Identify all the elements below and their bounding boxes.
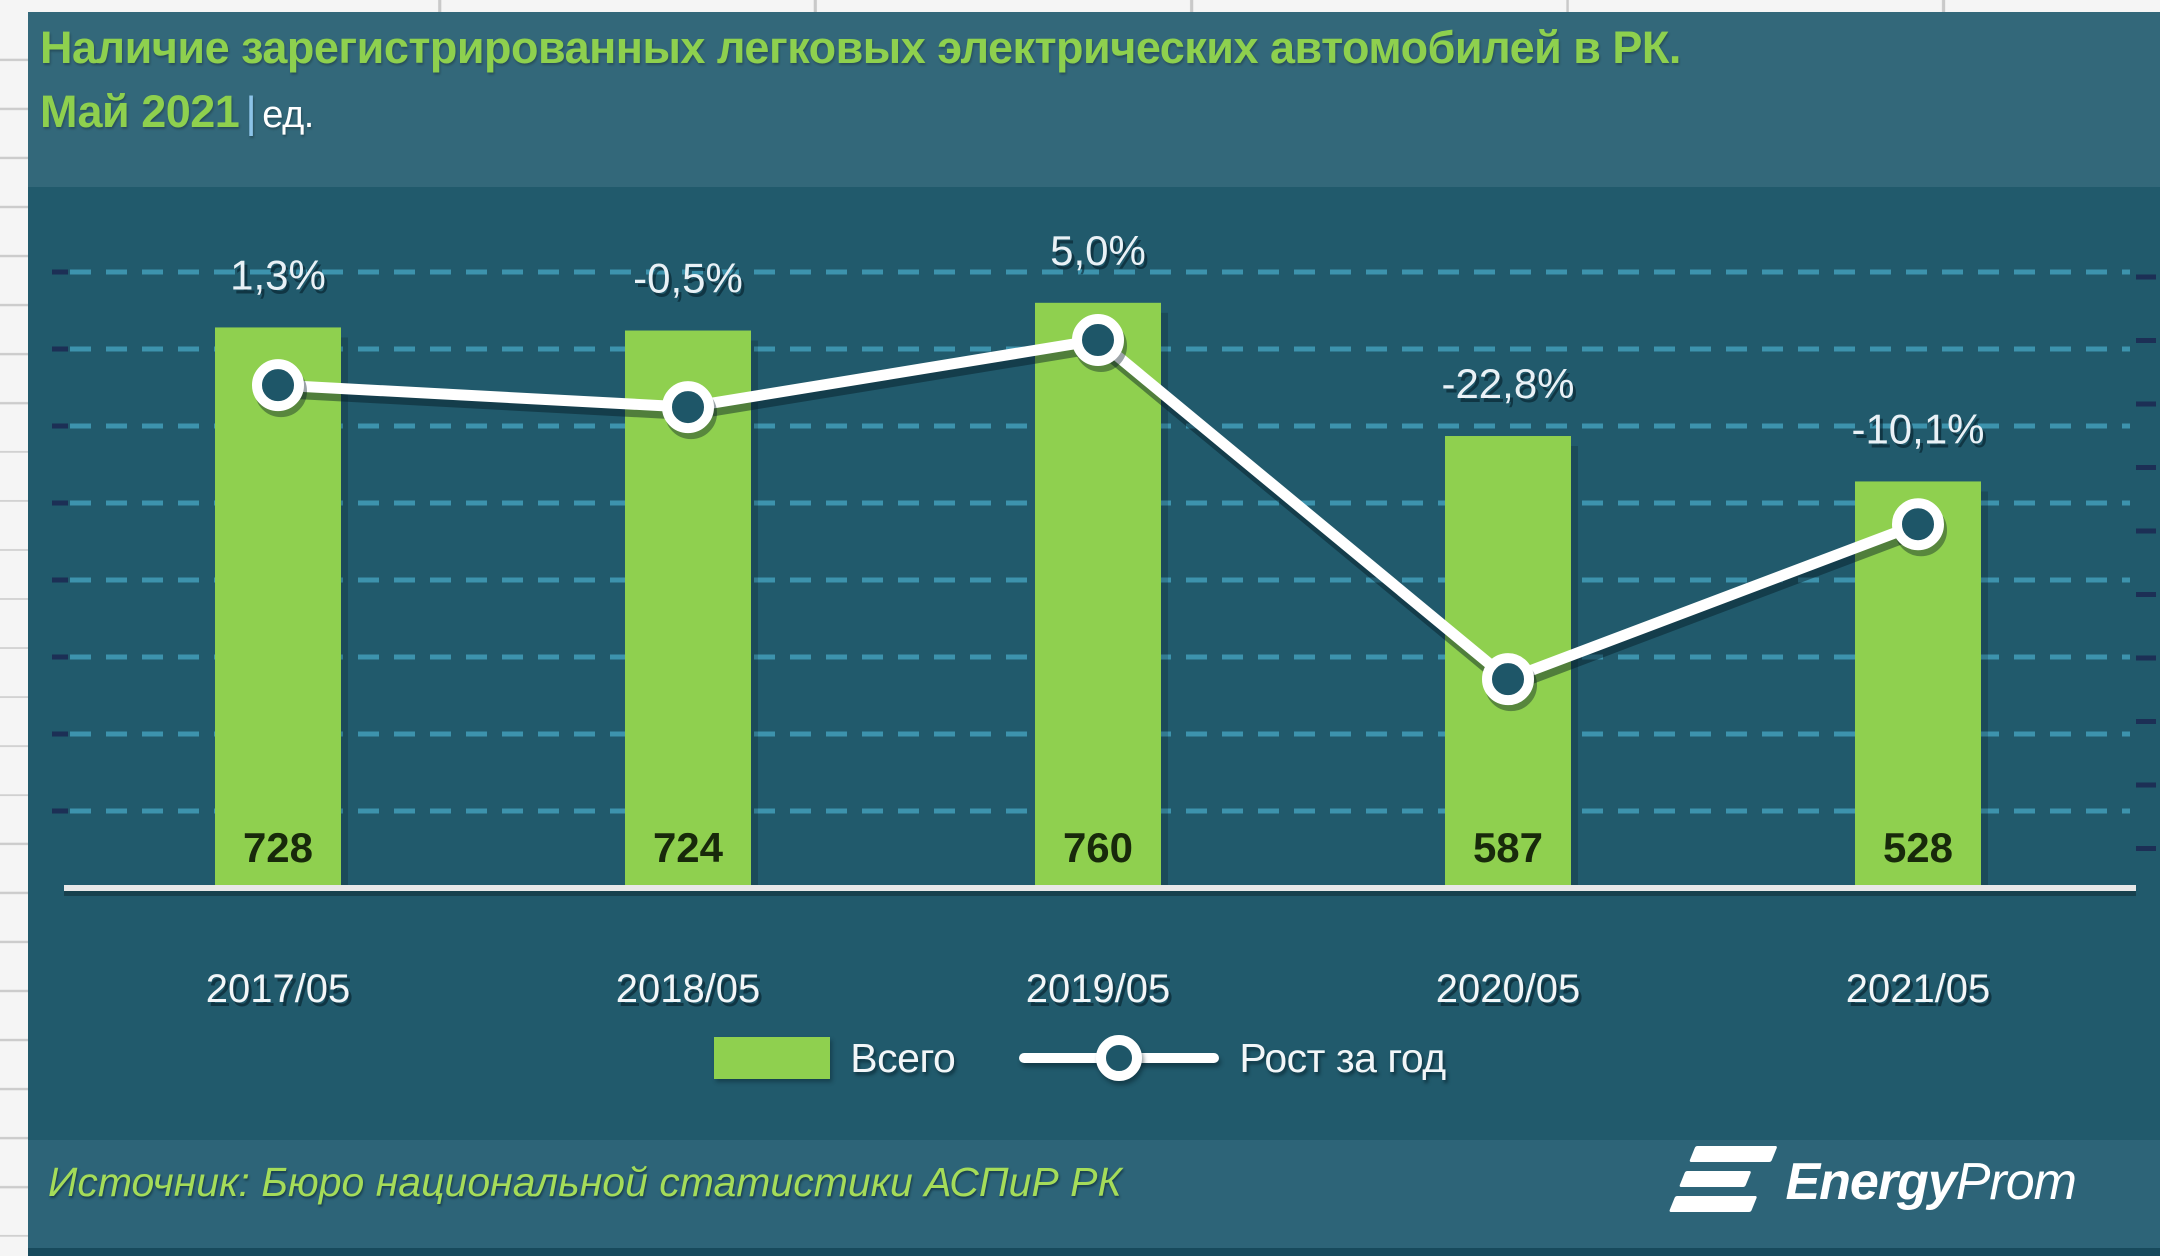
title-period: Май 2021	[40, 85, 240, 137]
legend-item-total: Всего	[714, 1034, 956, 1082]
page-title: Наличие зарегистрированных легковых элек…	[40, 16, 2130, 144]
source-note: Источник: Бюро национальной статистики А…	[48, 1158, 1122, 1205]
title-separator: |	[245, 87, 257, 137]
card-bottom-edge	[28, 1248, 2160, 1256]
footer-band	[28, 1140, 2160, 1248]
title-band	[28, 12, 2160, 187]
line-marker-swatch-icon	[1019, 1035, 1220, 1081]
energyprom-logo-icon	[1667, 1146, 1782, 1218]
logo-text-light: Prom	[1955, 1153, 2077, 1211]
bar-swatch-icon	[714, 1037, 831, 1079]
title-unit: ед.	[262, 93, 314, 136]
chart-band	[28, 187, 2160, 1140]
title-line1: Наличие зарегистрированных легковых элек…	[40, 22, 1681, 73]
legend-label-growth: Рост за год	[1239, 1034, 1446, 1081]
legend: Всего Рост за год	[0, 1030, 2160, 1086]
legend-item-growth: Рост за год	[1019, 1034, 1446, 1082]
energyprom-logo-text: EnergyProm	[1785, 1152, 2077, 1212]
energyprom-logo: EnergyProm	[1669, 1128, 2077, 1236]
legend-label-total: Всего	[850, 1034, 956, 1081]
logo-text-bold: Energy	[1785, 1153, 1956, 1211]
